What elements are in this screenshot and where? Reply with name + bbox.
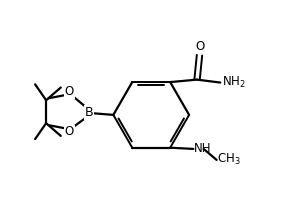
Text: NH$_2$: NH$_2$ <box>221 75 245 90</box>
Text: O: O <box>65 85 74 98</box>
Text: O: O <box>65 125 74 138</box>
Text: NH: NH <box>194 142 211 155</box>
Text: B: B <box>85 106 93 119</box>
Text: O: O <box>195 40 204 53</box>
Text: CH$_3$: CH$_3$ <box>217 152 241 167</box>
